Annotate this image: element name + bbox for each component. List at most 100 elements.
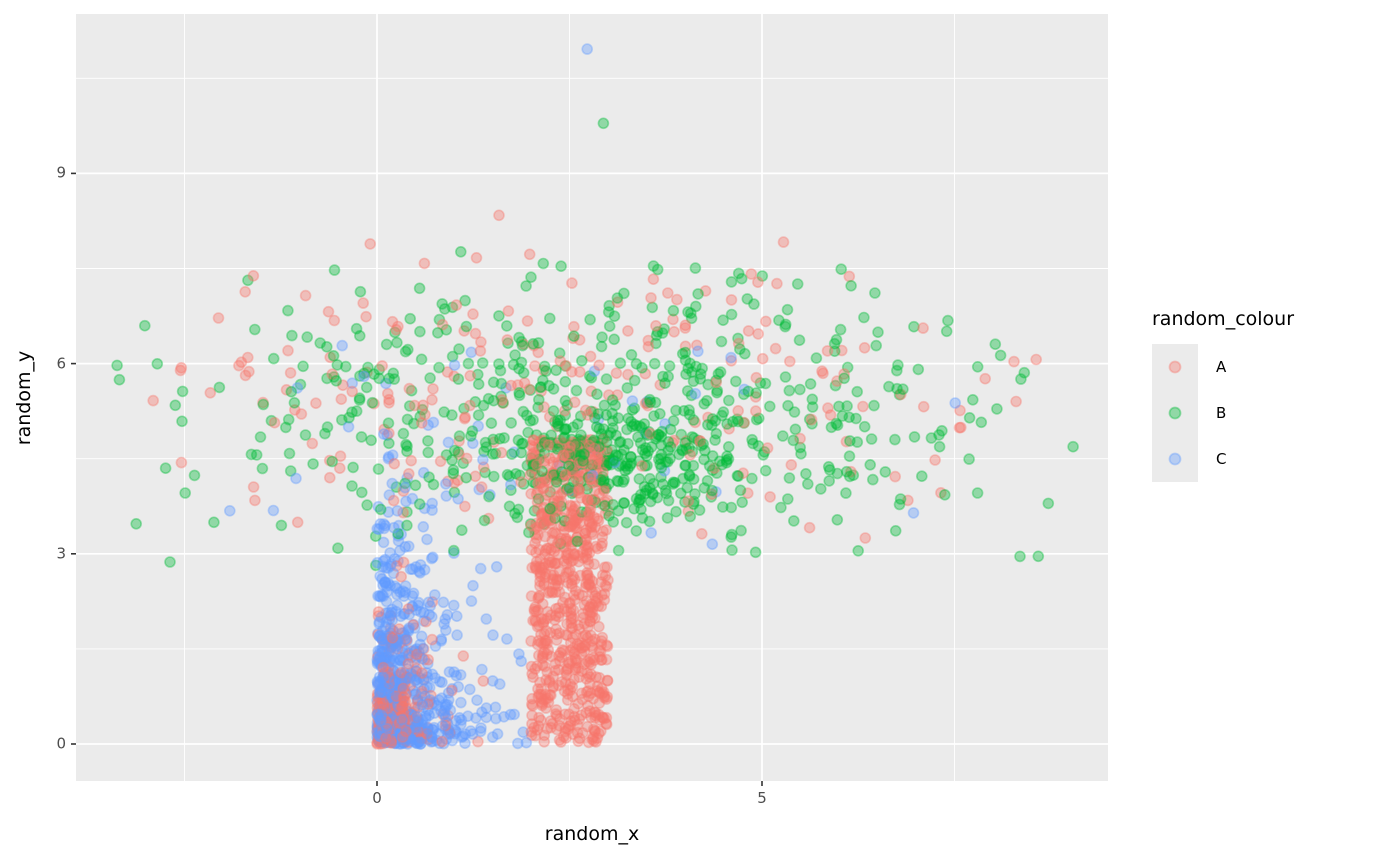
data-point (603, 320, 616, 333)
data-point (389, 737, 402, 750)
data-point (408, 728, 421, 741)
data-point (447, 464, 460, 476)
data-point (576, 437, 589, 450)
data-point (371, 721, 384, 734)
data-point (384, 730, 397, 742)
data-point (544, 715, 557, 727)
data-point (382, 675, 394, 688)
data-point (385, 718, 398, 730)
data-point (568, 441, 581, 453)
data-point (551, 490, 564, 503)
data-point (757, 449, 770, 461)
data-point (399, 677, 412, 690)
data-point (551, 495, 564, 508)
data-point (378, 695, 391, 708)
data-point (589, 496, 602, 509)
data-point (580, 479, 593, 492)
data-point (907, 507, 920, 519)
data-point (580, 577, 592, 590)
data-point (347, 461, 359, 474)
data-point (583, 656, 596, 669)
data-point (386, 638, 399, 651)
data-point (550, 557, 563, 570)
data-point (440, 449, 453, 461)
data-point (386, 625, 399, 637)
data-point (721, 418, 733, 430)
data-point (694, 373, 707, 385)
data-point (365, 434, 378, 447)
data-point (415, 687, 427, 700)
data-point (513, 331, 525, 344)
data-point (735, 524, 747, 537)
data-point (413, 646, 425, 658)
data-point (387, 655, 400, 667)
data-point (575, 465, 587, 478)
data-point (509, 349, 521, 361)
data-point (532, 346, 545, 359)
data-point (565, 460, 578, 473)
data-point (374, 729, 386, 741)
data-point (612, 544, 625, 557)
data-point (656, 425, 668, 438)
data-point (394, 544, 406, 557)
data-point (588, 443, 601, 456)
data-point (361, 366, 373, 379)
data-point (510, 467, 522, 480)
data-point (397, 485, 410, 497)
data-point (284, 367, 297, 379)
data-point (371, 724, 384, 737)
data-point (725, 308, 738, 321)
data-point (408, 656, 421, 669)
data-point (543, 410, 556, 423)
data-point (568, 486, 580, 499)
data-point (233, 359, 245, 372)
data-point (722, 394, 735, 407)
data-point (388, 373, 401, 385)
data-point (583, 370, 596, 382)
data-point (611, 296, 624, 309)
data-point (560, 446, 573, 459)
data-point (479, 466, 491, 479)
data-point (570, 384, 583, 397)
data-point (477, 675, 490, 687)
data-point (512, 434, 525, 447)
data-point (437, 708, 449, 721)
data-point (830, 333, 843, 346)
data-point (548, 415, 561, 428)
data-point (725, 354, 738, 367)
data-point (667, 304, 680, 317)
data-point (994, 349, 1007, 362)
data-point (599, 579, 612, 592)
data-point (630, 525, 643, 537)
data-point (397, 722, 410, 735)
data-point (388, 684, 401, 697)
data-point (247, 269, 260, 282)
data-point (584, 313, 596, 326)
data-point (164, 556, 176, 568)
data-point (147, 394, 159, 407)
data-point (379, 671, 392, 684)
data-point (725, 501, 738, 514)
data-point (395, 570, 408, 583)
data-point (573, 366, 586, 378)
data-point (397, 654, 410, 667)
data-point (831, 513, 844, 526)
data-point (487, 376, 500, 389)
data-point (406, 600, 418, 613)
data-point (416, 696, 429, 708)
data-point (645, 292, 657, 304)
data-point (550, 704, 563, 716)
data-point (490, 712, 502, 725)
data-point (731, 413, 744, 426)
data-point (400, 633, 413, 645)
data-point (865, 433, 878, 445)
data-point (371, 731, 384, 743)
data-point (368, 368, 380, 381)
data-point (151, 357, 164, 370)
data-point (346, 406, 358, 419)
data-point (582, 579, 595, 591)
data-point (385, 723, 398, 735)
data-point (935, 486, 947, 499)
data-point (580, 539, 593, 551)
data-point (525, 635, 537, 647)
